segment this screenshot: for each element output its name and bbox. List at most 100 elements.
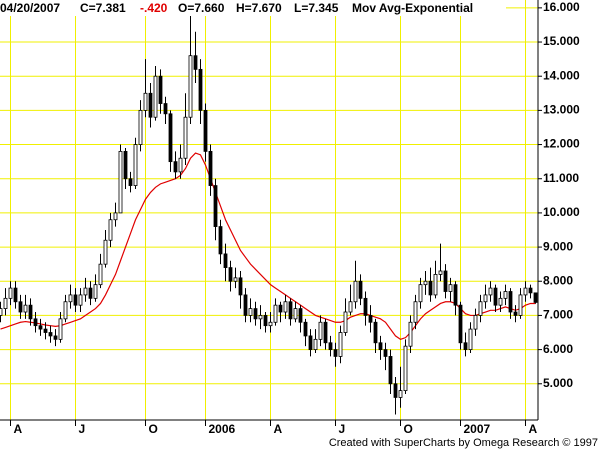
y-tick-label: 5.000 (543, 376, 573, 390)
candle-body (248, 308, 253, 316)
candle-body (143, 92, 148, 111)
candle-body (123, 150, 128, 180)
candle-body (358, 280, 363, 299)
candle-body (238, 277, 243, 296)
candle-body (353, 280, 358, 303)
candle-body (508, 291, 513, 313)
y-tick-label: 15.000 (543, 34, 580, 48)
x-tick-label: O (404, 422, 413, 436)
candle-body (368, 315, 373, 323)
candle-body (268, 321, 273, 327)
candle-body (218, 226, 223, 255)
candle-body (163, 103, 168, 115)
candle-body (258, 315, 263, 320)
candle-body (68, 294, 73, 303)
candle-body (323, 321, 328, 344)
y-tick-label: 13.000 (543, 103, 580, 117)
candle-body (333, 349, 338, 357)
x-tick-label: 2007 (464, 422, 491, 436)
candle-body (433, 274, 438, 296)
candle-body (488, 287, 493, 296)
x-tick-label: O (149, 422, 158, 436)
x-tick-label: A (274, 422, 283, 436)
candle-body (403, 345, 408, 392)
header-change: -.420 (140, 1, 168, 15)
candle-body (53, 335, 58, 340)
candle-body (338, 332, 343, 357)
candle-body (98, 263, 103, 286)
candle-body (173, 161, 178, 173)
y-tick-label: 8.000 (543, 273, 573, 287)
candle-body (8, 287, 13, 299)
candle-body (328, 342, 333, 351)
candle-body (13, 287, 18, 303)
candle-body (108, 219, 113, 241)
candle-body (308, 335, 313, 351)
candle-body (303, 321, 308, 337)
candle-body (243, 294, 248, 316)
candle-body (58, 318, 63, 340)
candle-body (423, 280, 428, 286)
candle-body (168, 113, 173, 163)
y-tick-label: 9.000 (543, 239, 573, 253)
candle-body (373, 321, 378, 344)
candle-body (413, 301, 418, 323)
ema-layer (0, 152, 536, 341)
candle-body (208, 150, 213, 186)
candle-body (0, 308, 3, 316)
candle-body (103, 239, 108, 265)
candle-body (533, 292, 538, 303)
candle-body (438, 270, 443, 275)
candle-body (183, 116, 188, 159)
candle-body (313, 338, 318, 351)
candle-body (408, 321, 413, 347)
x-tick-label: 2006 (209, 422, 236, 436)
candle-body (178, 157, 183, 173)
candle-body (28, 304, 33, 320)
candle-body (513, 311, 518, 316)
header-high: H=7.670 (236, 1, 282, 15)
candle-body (188, 55, 193, 118)
x-tick-label: A (14, 422, 23, 436)
candle-body (528, 287, 533, 294)
header-low: L=7.345 (294, 1, 339, 15)
y-tick-label: 11.000 (543, 171, 579, 185)
candle-body (363, 297, 368, 316)
candle-body (138, 109, 143, 145)
candle-body (463, 342, 468, 351)
candle-body (478, 301, 483, 316)
candle-body (148, 92, 153, 118)
candle-body (228, 267, 233, 282)
candle-body (398, 390, 403, 398)
y-tick-label: 10.000 (543, 205, 580, 219)
candle-body (113, 212, 118, 221)
candle-body (288, 301, 293, 320)
candle-body (523, 287, 528, 296)
candle-body (378, 342, 383, 351)
candle-body (428, 280, 433, 296)
x-tick-label: J (79, 422, 86, 436)
candle-body (198, 68, 203, 111)
candle-body (203, 109, 208, 152)
y-tick-label: 14.000 (543, 68, 580, 82)
candle-body (78, 294, 83, 306)
candle-body (493, 287, 498, 306)
candle-body (503, 291, 508, 299)
candle-body (283, 301, 288, 313)
candle-body (263, 315, 268, 327)
candle-body (388, 356, 393, 385)
candle-body (453, 284, 458, 306)
candle-body (128, 178, 133, 186)
candle-body (318, 321, 323, 340)
y-tick-label: 6.000 (543, 342, 573, 356)
candle-body (383, 349, 388, 357)
candle-body (418, 284, 423, 303)
candle-body (443, 270, 448, 292)
ema-line (0, 152, 536, 341)
candle-body (93, 284, 98, 299)
candle-body (293, 308, 298, 320)
candle-body (3, 297, 8, 309)
candle-body (133, 144, 138, 186)
candle-body (298, 308, 303, 323)
